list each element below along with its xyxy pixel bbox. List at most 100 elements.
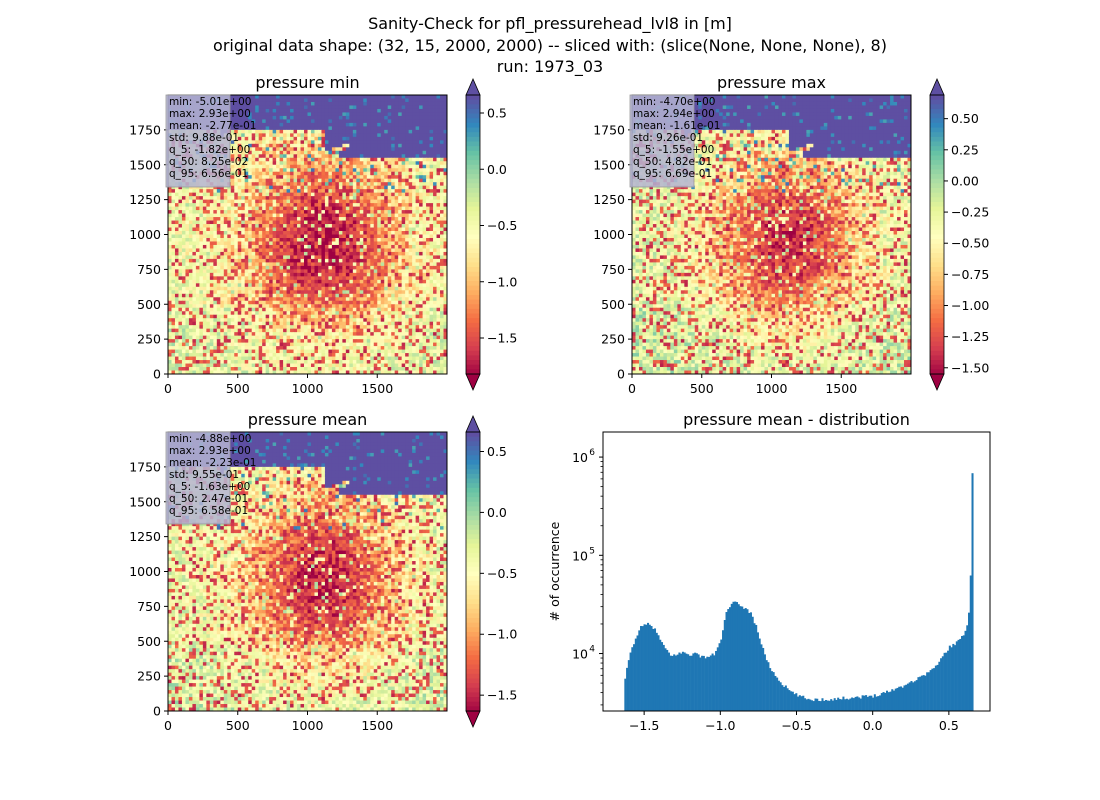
histogram-bar [917, 677, 919, 711]
histogram-bar [837, 698, 839, 711]
histogram-bar [872, 698, 874, 711]
x-tick-label: 1500 [361, 381, 393, 396]
histogram-bar [949, 646, 951, 711]
histogram-bar [856, 696, 858, 711]
stats-line: q_50: 2.47e-01 [169, 493, 248, 505]
y-tick-label: 750 [137, 262, 161, 277]
y-tick-label: 1750 [129, 459, 161, 474]
y-tick-exponent: 4 [589, 645, 595, 655]
histogram-bar [801, 696, 803, 711]
histogram-bar [828, 701, 830, 711]
histogram-bar [886, 691, 888, 711]
histogram-bar [705, 658, 707, 711]
histogram-bar [731, 604, 733, 711]
stats-line: min: -5.01e+00 [169, 96, 251, 108]
y-tick-label: 0 [153, 367, 161, 382]
histogram-bar [635, 639, 637, 711]
histogram-bar [818, 701, 820, 711]
histogram-bar [954, 645, 956, 711]
histogram-bar [771, 671, 773, 711]
histogram-bar [924, 676, 926, 711]
histogram-bar [773, 672, 775, 711]
histogram-bar [638, 630, 640, 711]
histogram-bar [661, 642, 663, 711]
histogram-bar [649, 625, 651, 711]
stats-line: std: 9.55e-01 [169, 469, 239, 481]
histogram-bar [919, 677, 921, 711]
histogram-bar [893, 691, 895, 711]
colorbar-tick-label: 0.5 [487, 106, 507, 121]
histogram-bar [896, 688, 898, 711]
histogram-bar [909, 682, 911, 711]
histogram-bar [862, 695, 864, 711]
histogram-bar [884, 693, 886, 711]
stats-line: mean: -2.77e-01 [169, 120, 256, 132]
histogram-bar [685, 654, 687, 711]
panel-title: pressure min [255, 73, 359, 92]
histogram-bar [785, 685, 787, 711]
histogram-bar [713, 655, 715, 711]
histogram-bar [945, 653, 947, 711]
histogram-bar [651, 626, 653, 711]
histogram-bar [883, 692, 885, 711]
histogram-bar [879, 695, 881, 711]
histogram-bar [766, 660, 768, 711]
histogram-bar [762, 648, 764, 711]
histogram-bar [645, 625, 647, 711]
histogram-bar [694, 653, 696, 711]
y-tick-label: 1500 [593, 157, 625, 172]
stats-line: std: 9.88e-01 [169, 132, 239, 144]
histogram-bar [755, 625, 757, 711]
histogram-bar [834, 698, 836, 711]
colorbar-tick-label: −0.5 [487, 218, 517, 233]
colorbar-tick-label: 0.0 [487, 505, 507, 520]
histogram-bar [937, 665, 939, 711]
suptitle-line-3: run: 1973_03 [497, 57, 603, 77]
colorbar-tick-label: −0.75 [951, 267, 989, 282]
histogram-bar [898, 687, 900, 711]
histogram-bar [776, 678, 778, 711]
histogram-bar [630, 653, 632, 711]
histogram-bar [741, 607, 743, 711]
histogram-bar [743, 609, 745, 711]
histogram-bar [682, 652, 684, 711]
y-tick-label: 250 [601, 332, 625, 347]
y-tick-label: 0 [617, 367, 625, 382]
y-tick-label: 1250 [129, 529, 161, 544]
histogram-bar [942, 656, 944, 711]
stats-line: mean: -1.61e-01 [633, 120, 720, 132]
histogram-bar [821, 698, 823, 711]
histogram-bar [781, 685, 783, 711]
x-tick-label: 1000 [756, 381, 788, 396]
histogram-bar [684, 652, 686, 711]
histogram-bar [876, 697, 878, 711]
histogram-bar [687, 654, 689, 711]
histogram-bar [799, 695, 801, 711]
histogram-bar [849, 699, 851, 711]
y-tick-exponent: 6 [589, 448, 595, 458]
x-tick-label: −0.5 [781, 718, 811, 733]
histogram-bar [778, 681, 780, 711]
histogram-bar [811, 700, 813, 711]
histogram-bar [689, 656, 691, 711]
histogram-bar [823, 701, 825, 711]
histogram-bar [839, 699, 841, 711]
histogram-bar [654, 628, 656, 711]
histogram-bar [890, 692, 892, 711]
colorbar-tick-label: 0.5 [487, 444, 507, 459]
stats-line: mean: -2.23e-01 [169, 457, 256, 469]
y-tick-exponent: 5 [589, 546, 595, 556]
histogram-bar [853, 698, 855, 711]
histogram-bar [959, 639, 961, 711]
histogram-bar [870, 696, 872, 711]
histogram-bar [678, 653, 680, 711]
histogram-bar [736, 602, 738, 711]
x-tick-label: 1500 [825, 381, 857, 396]
histogram-bar [666, 650, 668, 711]
histogram-bar [753, 623, 755, 711]
x-tick-label: 0 [164, 718, 172, 733]
stats-line: max: 2.93e+00 [169, 108, 251, 120]
histogram-bar [863, 696, 865, 711]
histogram-bar [774, 676, 776, 711]
histogram-bar [891, 689, 893, 711]
